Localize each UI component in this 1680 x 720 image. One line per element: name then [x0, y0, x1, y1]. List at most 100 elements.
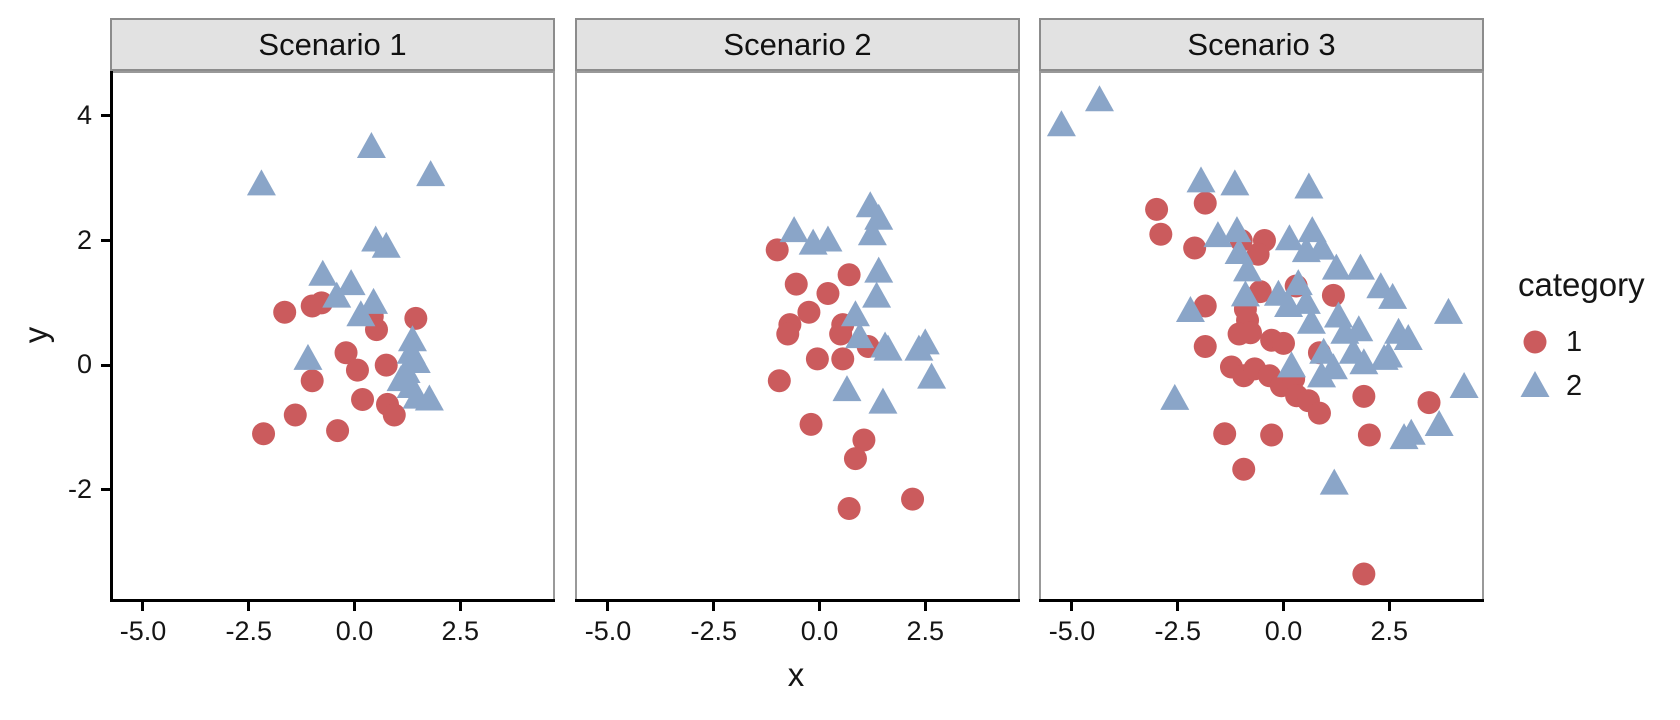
data-point-category-1 [765, 238, 789, 262]
x-tick-label: 0.0 [335, 616, 374, 646]
data-point-category-2 [1222, 216, 1252, 243]
legend-item-2: 2 [1518, 364, 1645, 408]
data-point-category-1 [852, 428, 876, 452]
data-point-category-1 [837, 263, 861, 287]
x-tick-mark [141, 602, 145, 611]
data-point-category-1 [404, 306, 428, 330]
data-point-category-1 [1193, 294, 1217, 318]
x-tick-mark [1281, 602, 1285, 611]
data-point-category-2 [322, 281, 352, 308]
data-point-category-2 [293, 343, 323, 370]
x-tick-mark [1070, 602, 1074, 611]
x-tick-mark [712, 602, 716, 611]
data-point-category-1 [300, 369, 324, 393]
data-point-category-1 [797, 300, 821, 324]
data-point-category-1 [1183, 236, 1207, 260]
data-point-category-1 [843, 447, 867, 471]
data-point-category-2 [356, 132, 386, 159]
facet-strip: Scenario 1 [110, 18, 555, 71]
data-point-category-1 [382, 403, 406, 427]
data-point-category-1 [1307, 401, 1331, 425]
x-tick-label: -5.0 [584, 616, 632, 646]
data-point-category-2 [1378, 282, 1408, 309]
data-point-category-2 [1321, 253, 1351, 280]
facet-strip-label: Scenario 2 [723, 26, 872, 62]
x-tick-label: -2.5 [690, 616, 737, 646]
data-point-category-1 [1417, 391, 1441, 415]
y-tick-label: 0 [76, 349, 92, 380]
data-point-category-1 [334, 341, 358, 365]
data-point-category-2 [1424, 410, 1454, 436]
facet-strip-label: Scenario 1 [258, 26, 407, 62]
data-point-category-2 [1220, 169, 1250, 196]
data-point-category-2 [1274, 290, 1304, 317]
data-point-category-1 [273, 300, 297, 324]
legend-triangle-icon [1520, 371, 1550, 397]
data-point-category-1 [351, 387, 375, 411]
data-point-category-2 [868, 387, 898, 414]
data-point-category-2 [857, 219, 887, 246]
data-point-category-2 [1433, 297, 1463, 324]
data-point-category-2 [1294, 172, 1324, 199]
data-point-category-2 [346, 300, 376, 327]
data-point-category-2 [1389, 423, 1419, 450]
x-tick-mark [458, 602, 462, 611]
data-point-category-2 [246, 169, 276, 196]
data-point-category-1 [1239, 321, 1263, 345]
scatter-panel [110, 71, 555, 602]
scatter-panel [1039, 71, 1484, 602]
data-point-category-2 [371, 231, 401, 258]
x-tick-label: -2.5 [225, 616, 272, 646]
x-tick-mark [817, 602, 821, 611]
data-point-category-1 [1271, 331, 1295, 355]
y-tick-label: 2 [76, 224, 92, 255]
data-point-category-2 [1291, 236, 1321, 263]
data-point-category-2 [1175, 295, 1205, 322]
data-point-category-2 [359, 287, 389, 314]
data-point-category-1 [1352, 384, 1376, 408]
data-point-category-2 [1319, 468, 1349, 495]
data-point-category-2 [1345, 253, 1375, 280]
data-point-category-2 [1297, 216, 1327, 243]
data-point-category-2 [1160, 383, 1190, 410]
data-point-category-2 [845, 322, 875, 349]
data-point-category-2 [1309, 337, 1339, 364]
data-point-category-2 [416, 160, 446, 187]
data-point-category-1 [1246, 242, 1270, 266]
data-point-category-1 [326, 419, 350, 443]
data-point-category-1 [767, 369, 791, 393]
data-point-category-1 [1213, 422, 1237, 446]
x-tick-mark [352, 602, 356, 611]
data-point-category-2 [1186, 166, 1216, 193]
legend-item-label: 2 [1566, 369, 1583, 402]
y-tick-label: -2 [67, 473, 92, 504]
data-point-category-2 [1230, 280, 1260, 307]
data-point-category-1 [805, 347, 829, 371]
y-tick-label: 4 [76, 99, 92, 130]
data-point-category-2 [308, 259, 338, 286]
data-point-category-1 [252, 422, 276, 446]
x-tick-label: -5.0 [119, 616, 167, 646]
data-point-category-2 [1046, 110, 1076, 137]
data-point-category-2 [1449, 371, 1479, 398]
data-point-category-2 [1224, 237, 1254, 264]
data-point-category-1 [829, 322, 853, 346]
data-point-category-2 [832, 375, 862, 402]
data-point-category-1 [1352, 562, 1376, 586]
data-point-category-2 [1393, 323, 1423, 350]
x-tick-label: 2.5 [906, 616, 944, 646]
data-point-category-2 [1274, 224, 1304, 251]
data-point-category-1 [1145, 197, 1169, 221]
data-point-category-1 [776, 322, 800, 346]
data-point-category-1 [345, 358, 369, 382]
x-tick-label: 0.0 [800, 616, 839, 646]
data-point-category-2 [1323, 301, 1353, 328]
y-tick-mark [101, 488, 110, 492]
data-point-category-2 [414, 384, 444, 411]
x-tick-mark [1176, 602, 1180, 611]
data-point-category-1 [1357, 423, 1381, 447]
scatter-panel [575, 71, 1020, 602]
x-axis-title: x [787, 656, 805, 693]
